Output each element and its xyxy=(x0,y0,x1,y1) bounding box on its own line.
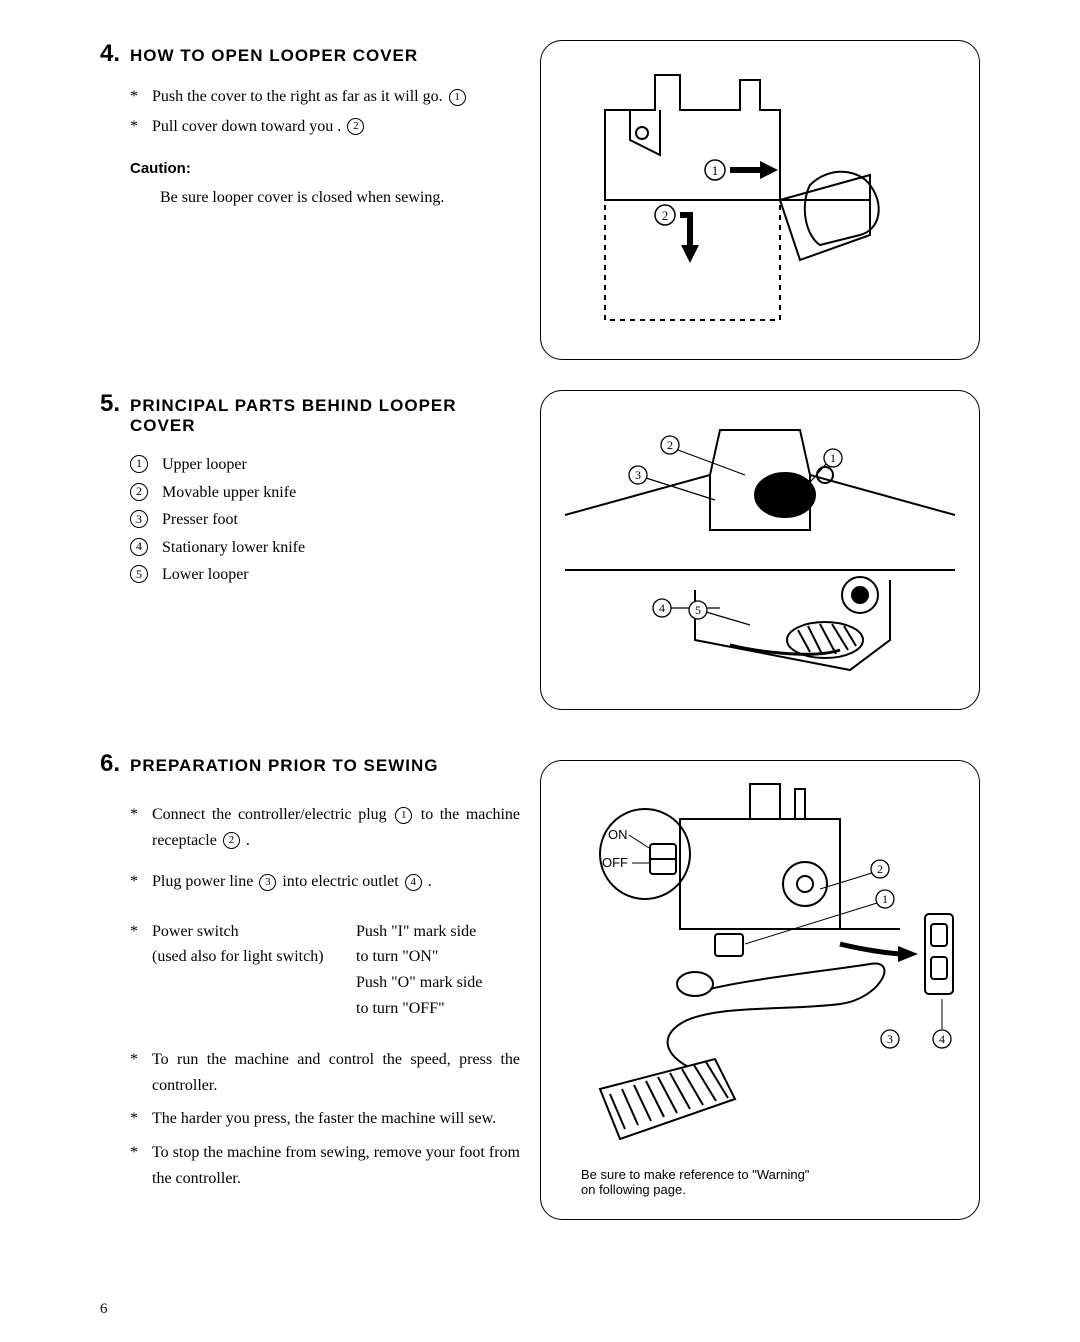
section-5-number: 5. xyxy=(100,390,120,418)
circled-number-icon: 3 xyxy=(130,510,148,528)
setup-diagram: ON OFF 2 1 3 4 xyxy=(550,769,970,1159)
circled-number-icon: 3 xyxy=(259,874,276,891)
section-4: 4. HOW TO OPEN LOOPER COVER * Push the c… xyxy=(100,40,1020,360)
part-label: Lower looper xyxy=(162,562,249,588)
figure-4: 1 2 xyxy=(540,40,980,360)
page-number: 6 xyxy=(100,1301,108,1318)
svg-text:5: 5 xyxy=(695,603,701,617)
section-4-figure-col: 1 2 xyxy=(540,40,1020,360)
item-text: Pull cover down toward you . 2 xyxy=(152,114,366,140)
svg-text:ON: ON xyxy=(608,827,628,842)
part-label: Presser foot xyxy=(162,507,238,533)
section-5-body: 1 Upper looper 2 Movable upper knife 3 P… xyxy=(100,452,520,588)
list-item: * Plug power line 3 into electric outlet… xyxy=(130,869,520,895)
section-6-body: * Connect the controller/electric plug 1… xyxy=(100,802,520,1191)
svg-text:3: 3 xyxy=(635,468,641,482)
list-item: 3 Presser foot xyxy=(130,507,520,533)
switch-info: Power switch (used also for light switch… xyxy=(152,919,482,1021)
list-item: * The harder you press, the faster the m… xyxy=(130,1106,520,1132)
svg-text:2: 2 xyxy=(662,208,669,223)
section-6-number: 6. xyxy=(100,750,120,778)
parts-diagram: 2 3 1 4 5 xyxy=(550,400,970,700)
asterisk-icon: * xyxy=(130,1047,142,1098)
looper-cover-diagram: 1 2 xyxy=(560,55,960,345)
list-item: 4 Stationary lower knife xyxy=(130,535,520,561)
part-label: Stationary lower knife xyxy=(162,535,305,561)
section-4-body: * Push the cover to the right as far as … xyxy=(100,84,520,211)
item-text: Plug power line 3 into electric outlet 4… xyxy=(152,869,432,895)
svg-text:4: 4 xyxy=(659,601,665,615)
list-item: * Pull cover down toward you . 2 xyxy=(130,114,520,140)
list-item: * Connect the controller/electric plug 1… xyxy=(130,802,520,853)
asterisk-icon: * xyxy=(130,869,142,895)
item-text: The harder you press, the faster the mac… xyxy=(152,1106,496,1132)
circled-number-icon: 4 xyxy=(130,538,148,556)
section-5-heading: 5. PRINCIPAL PARTS BEHIND LOOPER COVER xyxy=(100,390,520,436)
asterisk-icon: * xyxy=(130,919,142,1021)
circled-number-icon: 4 xyxy=(405,874,422,891)
list-item: * To stop the machine from sewing, remov… xyxy=(130,1140,520,1191)
item-text: To run the machine and control the speed… xyxy=(152,1047,520,1098)
section-5-figure-col: 2 3 1 4 5 xyxy=(540,390,1020,710)
list-item: * Push the cover to the right as far as … xyxy=(130,84,520,110)
svg-text:1: 1 xyxy=(882,892,888,906)
asterisk-icon: * xyxy=(130,802,142,853)
section-6-title: PREPARATION PRIOR TO SEWING xyxy=(130,756,438,776)
section-6-figure-col: ON OFF 2 1 3 4 Be sure to make reference… xyxy=(540,750,1020,1220)
section-5: 5. PRINCIPAL PARTS BEHIND LOOPER COVER 1… xyxy=(100,390,1020,710)
item-text: Push the cover to the right as far as it… xyxy=(152,84,468,110)
section-5-text: 5. PRINCIPAL PARTS BEHIND LOOPER COVER 1… xyxy=(100,390,520,710)
figure-5: 2 3 1 4 5 xyxy=(540,390,980,710)
svg-text:2: 2 xyxy=(877,862,883,876)
list-item: 2 Movable upper knife xyxy=(130,480,520,506)
item-text: To stop the machine from sewing, remove … xyxy=(152,1140,520,1191)
circled-number-icon: 2 xyxy=(130,483,148,501)
caution-text: Be sure looper cover is closed when sewi… xyxy=(130,185,520,211)
circled-number-icon: 5 xyxy=(130,565,148,583)
asterisk-icon: * xyxy=(130,1140,142,1191)
section-4-number: 4. xyxy=(100,40,120,68)
svg-text:1: 1 xyxy=(712,163,719,178)
switch-left: Power switch (used also for light switch… xyxy=(152,919,342,1021)
section-4-heading: 4. HOW TO OPEN LOOPER COVER xyxy=(100,40,520,68)
caution-label: Caution: xyxy=(130,157,520,181)
part-label: Movable upper knife xyxy=(162,480,296,506)
list-item: * To run the machine and control the spe… xyxy=(130,1047,520,1098)
list-item: 5 Lower looper xyxy=(130,562,520,588)
section-6-heading: 6. PREPARATION PRIOR TO SEWING xyxy=(100,750,520,778)
section-4-title: HOW TO OPEN LOOPER COVER xyxy=(130,46,418,66)
switch-right: Push "I" mark side to turn "ON" Push "O"… xyxy=(356,919,482,1021)
list-item: * Power switch (used also for light swit… xyxy=(130,919,520,1021)
svg-text:3: 3 xyxy=(887,1032,893,1046)
part-label: Upper looper xyxy=(162,452,247,478)
section-6-text: 6. PREPARATION PRIOR TO SEWING * Connect… xyxy=(100,750,520,1220)
section-4-text: 4. HOW TO OPEN LOOPER COVER * Push the c… xyxy=(100,40,520,360)
circled-number-icon: 2 xyxy=(347,118,364,135)
figure-6: ON OFF 2 1 3 4 Be sure to make reference… xyxy=(540,760,980,1220)
circled-number-icon: 1 xyxy=(130,455,148,473)
svg-text:OFF: OFF xyxy=(602,855,628,870)
asterisk-icon: * xyxy=(130,1106,142,1132)
circled-number-icon: 1 xyxy=(395,807,412,824)
item-text: Connect the controller/electric plug 1 t… xyxy=(152,802,520,853)
list-item: 1 Upper looper xyxy=(130,452,520,478)
asterisk-icon: * xyxy=(130,84,142,110)
circled-number-icon: 1 xyxy=(449,89,466,106)
figure-6-caption: Be sure to make reference to "Warning" o… xyxy=(541,1159,829,1211)
section-5-title: PRINCIPAL PARTS BEHIND LOOPER COVER xyxy=(130,396,520,436)
svg-text:2: 2 xyxy=(667,438,673,452)
svg-text:1: 1 xyxy=(830,451,836,465)
svg-text:4: 4 xyxy=(939,1032,945,1046)
circled-number-icon: 2 xyxy=(223,832,240,849)
section-6: 6. PREPARATION PRIOR TO SEWING * Connect… xyxy=(100,750,1020,1220)
asterisk-icon: * xyxy=(130,114,142,140)
